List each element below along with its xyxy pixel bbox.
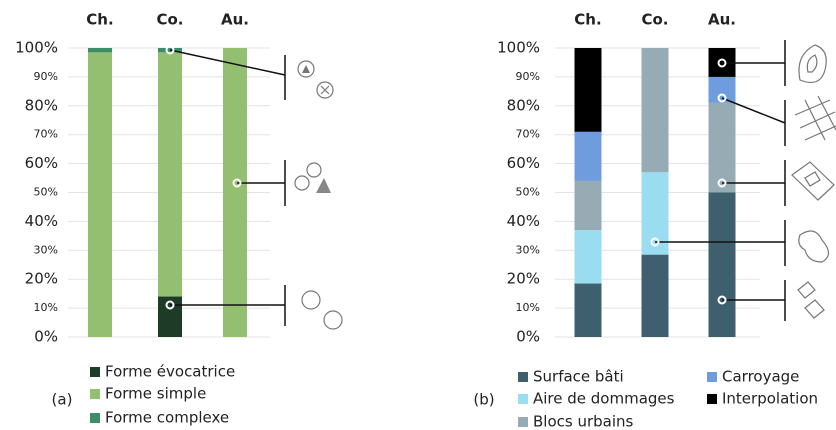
bar-segment [88, 52, 112, 338]
legend-label: Forme simple [105, 385, 206, 403]
icon [797, 281, 825, 319]
icon [791, 161, 835, 201]
y-tick-label: 0% [34, 328, 58, 346]
y-tick-label: 40% [507, 212, 540, 230]
chart: 0% 10% 20% 30% 40% 50% 60% 70% 80% 90% 100% Ch. Co. A… [15, 11, 270, 427]
legend-swatch [90, 413, 100, 423]
annotations [169, 40, 836, 330]
y-tick-label: 30% [34, 243, 58, 256]
x-tick-label: Ch. [574, 11, 601, 29]
marker [717, 58, 727, 68]
bar-segment [641, 48, 669, 173]
marker [650, 237, 660, 247]
y-tick-label: 60% [25, 154, 58, 172]
charts: 0% 10% 20% 30% 40% 50% 60% 70% 80% 90% 100% Ch. Co. A… [15, 11, 818, 430]
panel-label: (b) [473, 391, 494, 409]
legend-swatch [90, 389, 100, 399]
y-tick-label: 20% [507, 270, 540, 288]
y-tick-label: 100% [15, 39, 58, 57]
bar-segment [574, 131, 602, 181]
bar-segment [641, 254, 669, 337]
connector [169, 49, 286, 326]
marker [232, 178, 242, 188]
marker [717, 93, 727, 103]
legend-swatch [518, 372, 528, 382]
y-tick-label: 50% [516, 186, 540, 199]
y-tick-label: 60% [507, 154, 540, 172]
legend-label: Interpolation [722, 390, 818, 408]
y-tick-label: 70% [34, 128, 58, 141]
icon [316, 178, 331, 193]
marker [165, 300, 175, 310]
y-tick-label: 10% [516, 301, 540, 314]
icon [306, 162, 322, 178]
bar-segment [708, 192, 736, 337]
icon [302, 65, 310, 73]
bar-segment [574, 283, 602, 337]
bar-segment [641, 172, 669, 255]
icon [297, 60, 315, 78]
legend-swatch [518, 417, 528, 427]
bar-segment [88, 48, 112, 53]
icon [794, 95, 836, 141]
y-tick-label: 80% [25, 96, 58, 114]
legend-swatch [707, 372, 717, 382]
legend-label: Forme évocatrice [105, 363, 235, 381]
y-tick-label: 90% [34, 70, 58, 83]
legend-label: Aire de dommages [533, 390, 675, 408]
y-tick-label: 10% [34, 301, 58, 314]
marker [165, 45, 175, 55]
legend-label: Surface bâti [533, 368, 624, 386]
legend-swatch [518, 394, 528, 404]
bar-segment [158, 52, 182, 297]
bar-segment [574, 230, 602, 284]
chart: 0% 10% 20% 30% 40% 50% 60% 70% 80% 90% 100% Ch. Co. A… [473, 11, 818, 430]
marker [717, 178, 727, 188]
connector [655, 40, 786, 321]
bar-segment [158, 296, 182, 337]
icon [323, 310, 343, 330]
y-tick-label: 20% [25, 270, 58, 288]
icon [294, 175, 310, 191]
bar-segment [708, 102, 736, 193]
icon [316, 81, 334, 99]
x-tick-label: Au. [221, 11, 249, 29]
legend-label: Blocs urbains [533, 413, 634, 430]
icon [798, 230, 830, 263]
x-tick-label: Au. [708, 11, 736, 29]
panel-label: (a) [52, 391, 73, 409]
y-tick-label: 80% [507, 96, 540, 114]
icon [798, 44, 827, 83]
x-tick-label: Ch. [86, 11, 113, 29]
y-tick-label: 50% [34, 186, 58, 199]
bar-segment [708, 76, 736, 103]
y-tick-label: 100% [497, 39, 540, 57]
y-tick-label: 0% [516, 328, 540, 346]
x-tick-label: Co. [156, 11, 183, 29]
legend-swatch [707, 394, 717, 404]
y-tick-label: 70% [516, 128, 540, 141]
bar-segment [574, 180, 602, 231]
legend-label: Carroyage [722, 368, 799, 386]
legend-swatch [90, 367, 100, 377]
bar-segment [223, 48, 247, 337]
icon [320, 85, 330, 95]
x-tick-label: Co. [641, 11, 668, 29]
icon [301, 290, 321, 310]
bar-segment [574, 48, 602, 132]
legend-label: Forme complexe [105, 409, 229, 427]
marker [717, 295, 727, 305]
y-tick-label: 30% [516, 243, 540, 256]
y-tick-label: 40% [25, 212, 58, 230]
y-tick-label: 90% [516, 70, 540, 83]
